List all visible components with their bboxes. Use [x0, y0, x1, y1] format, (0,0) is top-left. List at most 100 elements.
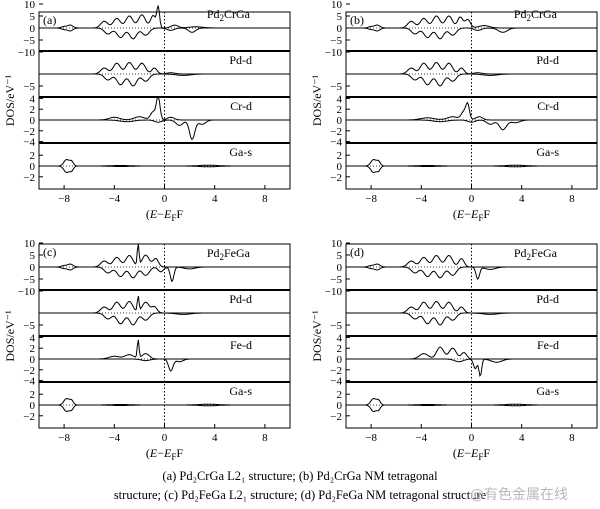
- spin-down-curve: [39, 266, 290, 283]
- subplot-3: 420−2−4 Fe-d: [330, 332, 597, 388]
- y-tick-label: −10: [18, 47, 36, 59]
- subplot-label: Fe-d: [537, 338, 559, 352]
- subplot-2: −5 Pd-d: [330, 53, 597, 98]
- x-tick-label: 8: [569, 432, 575, 444]
- spin-down-curve: [346, 266, 597, 281]
- x-tick-label: 0: [469, 193, 475, 205]
- y-tick-label: 0: [337, 23, 343, 35]
- x-tick-label: 8: [262, 432, 268, 444]
- subplot-label: Pd-d: [229, 292, 252, 306]
- y-tick-label: 2: [337, 104, 343, 116]
- x-tick-label: −4: [108, 193, 120, 205]
- y-tick-label: −2: [330, 365, 342, 377]
- y-tick-label: −2: [330, 126, 342, 138]
- y-tick-label: −5: [23, 320, 35, 332]
- spin-down-curve: [39, 312, 290, 326]
- y-tick-label: 0: [30, 115, 36, 127]
- y-tick-label: 0: [30, 354, 36, 366]
- x-tick-label: 8: [569, 193, 575, 205]
- x-axis-label: (E−EFF: [453, 446, 490, 462]
- y-tick-label: −4: [23, 376, 35, 388]
- x-axis-label: (E−EFF: [146, 446, 183, 462]
- y-tick-label: 0: [337, 354, 343, 366]
- panel-label: (d): [350, 245, 364, 259]
- subplot-label: Ga-s: [229, 145, 252, 159]
- spin-down-curve: [346, 312, 597, 326]
- spin-down-curve: [39, 27, 290, 40]
- y-tick-label: 5: [337, 250, 343, 262]
- x-tick-label: 0: [162, 432, 168, 444]
- y-tick-label: −5: [330, 35, 342, 47]
- y-tick-label: 10: [331, 238, 343, 250]
- y-tick-label: −4: [330, 137, 342, 149]
- y-axis-label: DOS/eV⁻¹: [310, 74, 324, 126]
- y-tick-label: 2: [337, 150, 343, 162]
- figure-caption-line-2: structure; (c) Pd₂FeGa L2₁ structure; (d…: [113, 488, 487, 502]
- y-tick-label: 5: [337, 11, 343, 23]
- subplot-label: Cr-d: [230, 99, 252, 113]
- x-tick-label: −8: [58, 432, 70, 444]
- subplot-3: 420−2−4 Cr-d: [23, 93, 290, 149]
- spin-down-curve: [346, 27, 597, 40]
- x-tick-label: 0: [162, 193, 168, 205]
- y-axis-label: DOS/eV⁻¹: [3, 310, 17, 362]
- spin-down-curve: [39, 73, 290, 87]
- x-tick-label: −4: [415, 193, 427, 205]
- x-tick-label: 4: [519, 193, 525, 205]
- y-tick-label: −5: [23, 35, 35, 47]
- spin-down-curve: [346, 73, 597, 87]
- panel-b: 1050−5−10Pd2CrGa−5Pd-d420−2−4Cr-d20−2Ga-…: [310, 0, 598, 223]
- spin-down-curve: [346, 165, 597, 174]
- x-axis-label: (E−EFF: [146, 207, 183, 223]
- y-tick-label: 2: [337, 343, 343, 355]
- y-tick-label: −2: [23, 365, 35, 377]
- y-tick-label: −5: [330, 81, 342, 93]
- figure-caption-line-1: (a) Pd₂CrGa L2₁ structure; (b) Pd₂CrGa N…: [162, 469, 438, 483]
- subplot-3: 420−2−4 Fe-d: [23, 332, 290, 388]
- subplot-4: 20−2 Ga-s: [330, 145, 597, 184]
- panel-label: (c): [43, 245, 56, 259]
- x-tick-label: −8: [58, 193, 70, 205]
- subplot-3: 420−2−4 Cr-d: [330, 93, 597, 149]
- y-tick-label: 5: [30, 250, 36, 262]
- y-tick-label: 4: [337, 332, 343, 344]
- panel-a: 1050−5−10Pd2CrGa−5Pd-d420−2−4Cr-d20−2Ga-…: [3, 0, 291, 223]
- y-tick-label: −5: [330, 320, 342, 332]
- subplot-2: −5 Pd-d: [23, 292, 290, 337]
- x-tick-label: −4: [108, 432, 120, 444]
- y-axis-label: DOS/eV⁻¹: [3, 74, 17, 126]
- x-tick-label: −8: [365, 432, 377, 444]
- y-axis-label: DOS/eV⁻¹: [310, 310, 324, 362]
- spin-down-curve: [346, 358, 597, 377]
- spin-down-curve: [346, 119, 597, 131]
- x-tick-label: −4: [415, 432, 427, 444]
- x-tick-label: 4: [519, 432, 525, 444]
- y-tick-label: 10: [24, 0, 36, 11]
- y-tick-label: 2: [30, 343, 36, 355]
- y-tick-label: 0: [30, 400, 36, 412]
- subplot-label: Pd-d: [536, 292, 559, 306]
- y-tick-label: −10: [18, 286, 36, 298]
- subplot-label: Pd2CrGa: [514, 7, 558, 23]
- y-tick-label: 4: [30, 332, 36, 344]
- y-tick-label: 2: [30, 150, 36, 162]
- subplot-4: 20−2 Ga-s: [23, 145, 290, 184]
- subplot-2: −5 Pd-d: [330, 292, 597, 337]
- y-tick-label: 4: [30, 93, 36, 105]
- panel-d: 1050−5−10Pd2FeGa−5Pd-d420−2−4Fe-d20−2Ga-…: [310, 238, 598, 462]
- x-tick-label: 4: [212, 193, 218, 205]
- y-tick-label: 0: [30, 262, 36, 274]
- spin-down-curve: [39, 404, 290, 413]
- subplot-label: Ga-s: [536, 384, 559, 398]
- y-tick-label: −2: [330, 411, 342, 423]
- y-tick-label: −10: [325, 47, 343, 59]
- y-tick-label: −4: [23, 137, 35, 149]
- subplot-label: Ga-s: [229, 384, 252, 398]
- subplot-label: Pd-d: [229, 53, 252, 67]
- x-tick-label: 4: [212, 432, 218, 444]
